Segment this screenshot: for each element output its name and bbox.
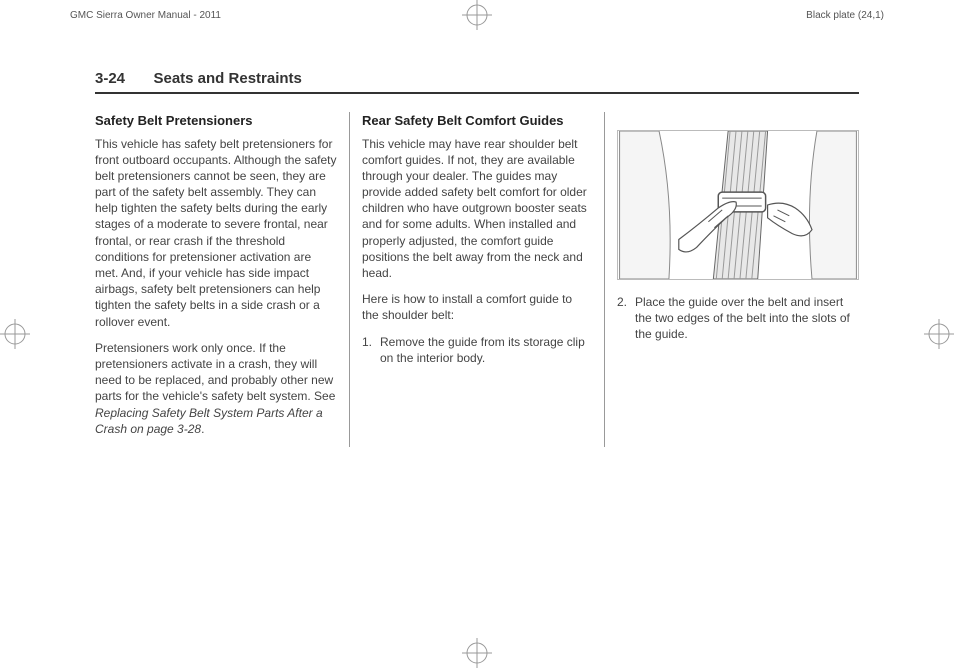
comfort-guide-illustration bbox=[617, 130, 859, 280]
section-title: Seats and Restraints bbox=[153, 70, 301, 87]
registration-mark-right bbox=[924, 319, 954, 349]
comfort-guides-heading: Rear Safety Belt Comfort Guides bbox=[362, 112, 592, 130]
content-columns: Safety Belt Pretensioners This vehicle h… bbox=[95, 112, 859, 447]
step2-number: 2. bbox=[617, 294, 627, 343]
manual-title: GMC Sierra Owner Manual - 2011 bbox=[70, 10, 221, 21]
para2-tail: . bbox=[201, 422, 204, 436]
registration-mark-left bbox=[0, 319, 30, 349]
comfort-guides-para-1: This vehicle may have rear shoulder belt… bbox=[362, 136, 592, 282]
column-3: 2. Place the guide over the belt and ins… bbox=[605, 112, 859, 447]
pretensioners-para-2: Pretensioners work only once. If the pre… bbox=[95, 340, 337, 437]
registration-mark-bottom bbox=[462, 638, 492, 668]
install-step-1: 1. Remove the guide from its storage cli… bbox=[362, 334, 592, 366]
para2-ref: Replacing Safety Belt System Parts After… bbox=[95, 406, 323, 436]
pretensioners-para-1: This vehicle has safety belt pretensione… bbox=[95, 136, 337, 330]
column-2: Rear Safety Belt Comfort Guides This veh… bbox=[350, 112, 604, 447]
step1-number: 1. bbox=[362, 334, 372, 366]
step2-text: Place the guide over the belt and insert… bbox=[635, 294, 859, 343]
column-1: Safety Belt Pretensioners This vehicle h… bbox=[95, 112, 349, 447]
pretensioners-heading: Safety Belt Pretensioners bbox=[95, 112, 337, 130]
para2-lead: Pretensioners work only once. If the pre… bbox=[95, 341, 335, 404]
page-number: 3-24 bbox=[95, 70, 125, 87]
step1-text: Remove the guide from its storage clip o… bbox=[380, 334, 592, 366]
plate-info: Black plate (24,1) bbox=[806, 10, 884, 21]
print-header: GMC Sierra Owner Manual - 2011 Black pla… bbox=[70, 10, 884, 21]
page-content: 3-24 Seats and Restraints Safety Belt Pr… bbox=[95, 70, 859, 628]
comfort-guides-para-2: Here is how to install a comfort guide t… bbox=[362, 291, 592, 323]
install-step-2: 2. Place the guide over the belt and ins… bbox=[617, 294, 859, 343]
page-header: 3-24 Seats and Restraints bbox=[95, 70, 859, 94]
